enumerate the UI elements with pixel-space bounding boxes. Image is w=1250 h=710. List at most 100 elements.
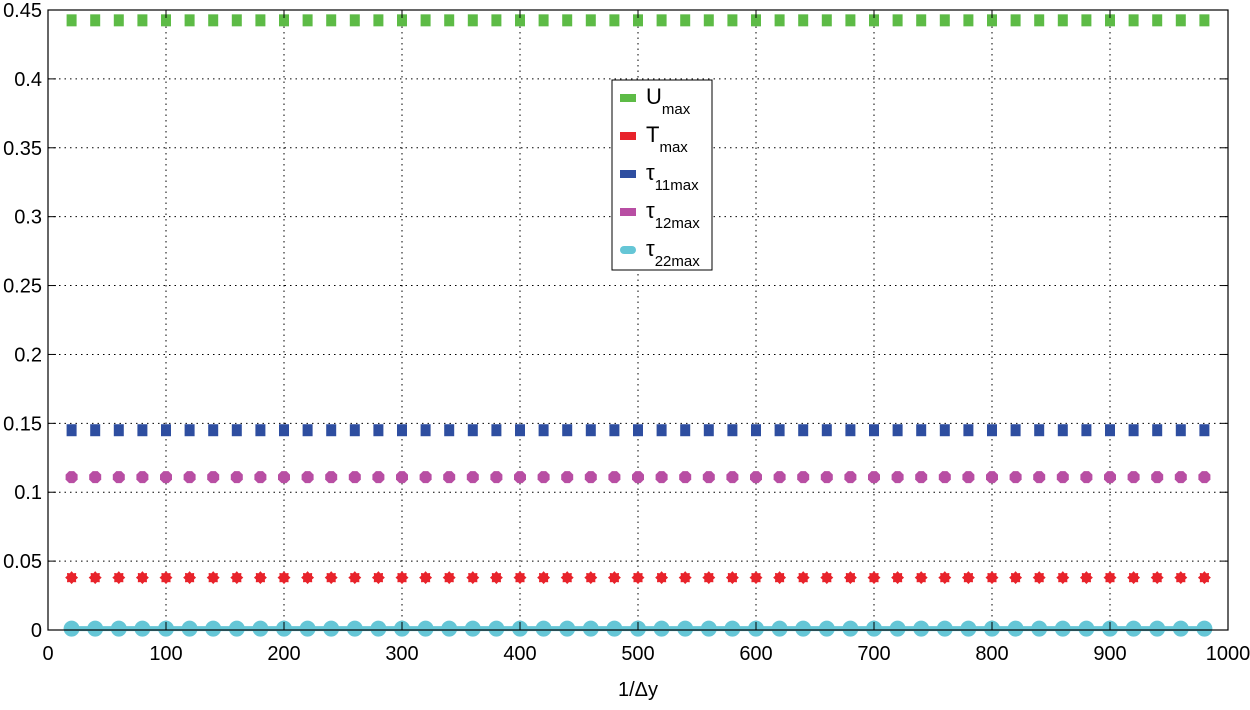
data-point — [751, 14, 761, 27]
data-point — [301, 471, 314, 484]
data-point — [444, 424, 455, 437]
data-point — [869, 424, 879, 437]
y-tick-label: 0 — [31, 620, 42, 642]
data-point — [466, 571, 480, 585]
data-point — [562, 14, 573, 27]
data-point — [653, 620, 670, 637]
data-point — [89, 471, 102, 484]
data-point — [700, 620, 717, 637]
data-point — [680, 424, 691, 437]
data-point — [137, 14, 148, 27]
data-point — [466, 471, 479, 484]
data-point — [370, 620, 387, 637]
data-point — [515, 424, 525, 437]
data-point — [939, 14, 950, 27]
data-point — [750, 471, 762, 484]
data-point — [608, 471, 621, 484]
data-point — [252, 620, 269, 637]
data-point — [656, 14, 667, 27]
data-point — [1057, 424, 1068, 437]
data-point — [420, 424, 431, 437]
data-point — [323, 620, 340, 637]
data-point — [1056, 571, 1070, 585]
legend-entry-label: τ22max — [646, 236, 700, 270]
series-3 — [65, 471, 1211, 484]
data-point — [987, 14, 997, 27]
series-layer — [63, 14, 1213, 637]
data-point — [537, 571, 551, 585]
data-point — [134, 620, 151, 637]
data-point — [1078, 620, 1095, 637]
data-point — [90, 14, 101, 27]
data-point — [891, 571, 905, 585]
data-point — [1197, 571, 1211, 585]
data-point — [1054, 620, 1071, 637]
data-point — [467, 14, 478, 27]
data-point — [963, 424, 974, 437]
data-point — [467, 424, 478, 437]
data-point — [1127, 571, 1141, 585]
data-point — [137, 424, 148, 437]
data-point — [1128, 424, 1139, 437]
data-point — [299, 620, 316, 637]
series-2 — [66, 424, 1210, 437]
legend-entry-name: τ — [646, 236, 655, 261]
data-point — [820, 571, 834, 585]
data-point — [349, 14, 360, 27]
data-point — [371, 571, 385, 585]
data-point — [585, 424, 596, 437]
data-point — [301, 571, 315, 585]
data-point — [326, 424, 337, 437]
data-point — [960, 620, 977, 637]
data-point — [1128, 14, 1139, 27]
data-point — [1149, 620, 1166, 637]
data-point — [845, 424, 856, 437]
data-point — [1034, 14, 1045, 27]
data-point — [916, 424, 927, 437]
data-point — [277, 571, 291, 585]
data-point — [1057, 14, 1068, 27]
data-point — [842, 620, 859, 637]
data-point — [514, 471, 526, 484]
y-tick-label: 0.15 — [3, 413, 42, 435]
y-tick-label: 0.3 — [14, 207, 42, 229]
data-point — [962, 471, 975, 484]
data-point — [818, 620, 835, 637]
data-point — [1007, 620, 1024, 637]
x-tick-label: 300 — [385, 643, 418, 665]
data-point — [559, 620, 576, 637]
data-point — [562, 424, 573, 437]
data-point — [938, 471, 951, 484]
y-tick-label: 0.2 — [14, 344, 42, 366]
data-point — [702, 471, 715, 484]
data-point — [844, 471, 857, 484]
data-point — [255, 14, 266, 27]
data-point — [396, 471, 408, 484]
data-point — [254, 471, 267, 484]
data-point — [1172, 620, 1189, 637]
data-point — [867, 571, 881, 585]
data-point — [255, 424, 266, 437]
data-point — [1150, 571, 1164, 585]
data-point — [727, 14, 738, 27]
data-point — [231, 14, 242, 27]
data-point — [678, 571, 692, 585]
data-point — [868, 471, 880, 484]
x-tick-label: 500 — [621, 643, 654, 665]
data-point — [1103, 571, 1117, 585]
data-point — [397, 424, 407, 437]
data-point — [703, 424, 714, 437]
data-point — [773, 471, 786, 484]
data-point — [774, 14, 785, 27]
legend-entry-label: τ11max — [646, 160, 699, 194]
data-point — [302, 424, 313, 437]
data-point — [939, 424, 950, 437]
data-point — [679, 471, 692, 484]
data-point — [348, 471, 361, 484]
legend-entry-subscript: max — [659, 139, 688, 156]
data-point — [798, 424, 809, 437]
data-point — [796, 571, 810, 585]
data-point — [727, 424, 738, 437]
y-tick-label: 0.1 — [14, 482, 42, 504]
